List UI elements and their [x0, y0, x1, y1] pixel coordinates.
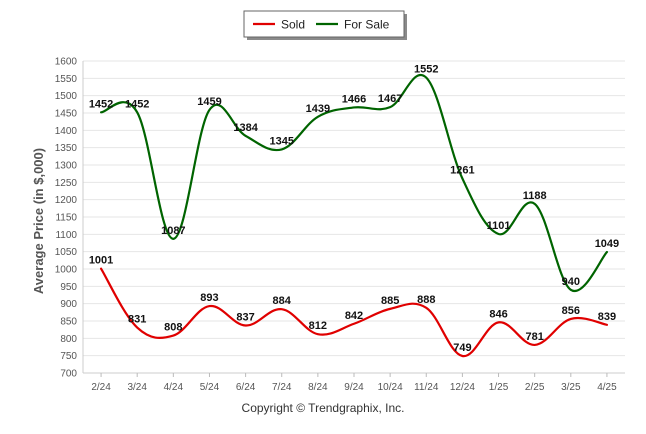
data-label-sold: 749 — [453, 342, 471, 354]
x-tick-label: 3/24 — [127, 382, 147, 393]
x-tick-label: 5/24 — [200, 382, 220, 393]
y-tick-label: 1150 — [55, 213, 77, 224]
y-tick-label: 1100 — [55, 230, 77, 241]
data-label-for-sale: 1467 — [378, 93, 402, 105]
y-tick-label: 1550 — [55, 74, 78, 85]
axes: 700 750 800 850 900 950 1000 1050 1100 1150 1200 12… — [55, 57, 625, 393]
series-line-for-sale — [99, 73, 609, 293]
y-tick-label: 1500 — [55, 91, 78, 102]
y-tick-label: 1000 — [55, 265, 78, 276]
data-label-sold: 856 — [562, 305, 580, 317]
y-tick-label: 1350 — [55, 143, 78, 154]
x-tick-label: 10/24 — [378, 382, 403, 393]
data-labels: 1001 831 808 893 837 884 812 842 885 888 749 846 781… — [89, 64, 619, 354]
data-label-for-sale: 940 — [562, 276, 580, 288]
data-label-for-sale: 1101 — [487, 220, 511, 232]
data-label-for-sale: 1439 — [306, 103, 330, 115]
y-tick-label: 1450 — [55, 109, 78, 120]
y-tick-label: 800 — [60, 334, 77, 345]
data-label-sold: 812 — [309, 320, 327, 332]
x-tick-label: 6/24 — [236, 382, 256, 393]
data-label-sold: 839 — [598, 311, 616, 323]
y-tick-label: 950 — [60, 282, 77, 293]
data-label-for-sale: 1452 — [125, 98, 149, 110]
data-label-for-sale: 1049 — [595, 238, 619, 250]
data-label-sold: 831 — [128, 314, 146, 326]
data-label-sold: 893 — [200, 292, 218, 304]
data-label-sold: 781 — [525, 331, 543, 343]
data-label-for-sale: 1087 — [161, 225, 185, 237]
y-tick-label: 900 — [60, 299, 77, 310]
data-label-sold: 885 — [381, 295, 399, 307]
legend: Sold For Sale — [243, 10, 407, 40]
x-tick-label: 3/25 — [561, 382, 581, 393]
data-label-sold: 842 — [345, 310, 363, 322]
data-label-for-sale: 1466 — [342, 93, 366, 105]
x-tick-label: 12/24 — [450, 382, 475, 393]
y-axis-label: Average Price (in $,000) — [31, 148, 46, 294]
data-label-for-sale: 1459 — [197, 96, 221, 108]
x-tick-label: 2/25 — [525, 382, 545, 393]
x-tick-label: 9/24 — [344, 382, 364, 393]
data-label-sold: 1001 — [89, 255, 113, 267]
data-label-sold: 837 — [236, 312, 254, 324]
x-tick-label: 11/24 — [414, 382, 439, 393]
x-tick-label: 4/25 — [597, 382, 617, 393]
y-tick-label: 850 — [60, 317, 77, 328]
series-line-sold — [99, 267, 609, 358]
y-tick-label: 1300 — [55, 161, 78, 172]
data-label-sold: 884 — [273, 295, 292, 307]
legend-label-sold: Sold — [281, 18, 305, 32]
x-tick-label: 1/25 — [489, 382, 509, 393]
data-label-for-sale: 1452 — [89, 98, 113, 110]
copyright-text: Copyright © Trendgraphix, Inc. — [241, 401, 405, 415]
x-tick-label: 7/24 — [272, 382, 292, 393]
data-label-for-sale: 1552 — [414, 64, 438, 76]
y-tick-label: 1200 — [55, 195, 78, 206]
data-label-for-sale: 1188 — [523, 190, 547, 202]
data-label-for-sale: 1345 — [269, 135, 293, 147]
x-tick-label: 8/24 — [308, 382, 328, 393]
y-tick-label: 750 — [60, 351, 77, 362]
data-label-sold: 888 — [417, 294, 435, 306]
y-tick-label: 1050 — [55, 247, 78, 258]
data-label-for-sale: 1384 — [233, 122, 258, 134]
y-tick-label: 700 — [60, 369, 77, 380]
data-label-sold: 808 — [164, 322, 182, 334]
y-tick-label: 1600 — [55, 57, 78, 68]
data-label-sold: 846 — [489, 308, 507, 320]
x-tick-label: 2/24 — [91, 382, 111, 393]
x-tick-label: 4/24 — [164, 382, 184, 393]
y-tick-label: 1250 — [55, 178, 78, 189]
legend-label-for-sale: For Sale — [344, 18, 390, 32]
y-tick-label: 1400 — [55, 126, 78, 137]
data-label-for-sale: 1261 — [450, 165, 474, 177]
series-lines — [99, 73, 609, 358]
